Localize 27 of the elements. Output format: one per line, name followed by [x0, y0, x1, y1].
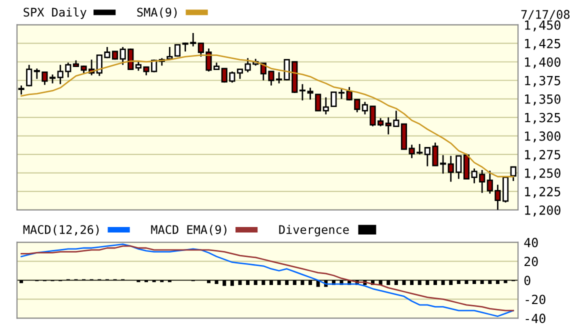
y-tick-label: 1,275 [525, 150, 560, 161]
y-tick-label: 1,450 [525, 20, 560, 32]
candlestick [338, 88, 345, 100]
legend-label: MACD EMA(9) [151, 224, 226, 236]
legend-label: SMA(9) [137, 8, 177, 18]
y-tick-label: 1,300 [525, 131, 560, 142]
candlestick [26, 64, 32, 87]
y-tick-label: 1,250 [525, 168, 560, 180]
legend-label: MACD(12,26) [23, 224, 99, 236]
text: 7/17/08 [521, 10, 570, 20]
y-tick-label: 40 [524, 238, 538, 248]
candlestick [236, 68, 244, 80]
y-tick-label: -40 [526, 314, 546, 324]
y-tick-label: 1,200 [525, 205, 560, 216]
candlestick [315, 94, 322, 112]
legend-label: SPX Daily [24, 7, 86, 19]
legend-label: Divergence [279, 224, 349, 236]
y-tick-label: 0 [524, 276, 530, 286]
y-tick-label: -20 [526, 294, 546, 304]
y-tick-label: 20 [524, 256, 538, 266]
y-tick-label: 1,425 [525, 38, 560, 50]
y-tick-label: 1,350 [525, 94, 560, 106]
y-tick-label: 1,400 [525, 57, 560, 68]
y-tick-label: 1,325 [525, 112, 560, 124]
candlestick [510, 166, 516, 182]
y-tick-label: 1,225 [525, 186, 560, 198]
y-tick-label: 1,375 [525, 76, 560, 87]
